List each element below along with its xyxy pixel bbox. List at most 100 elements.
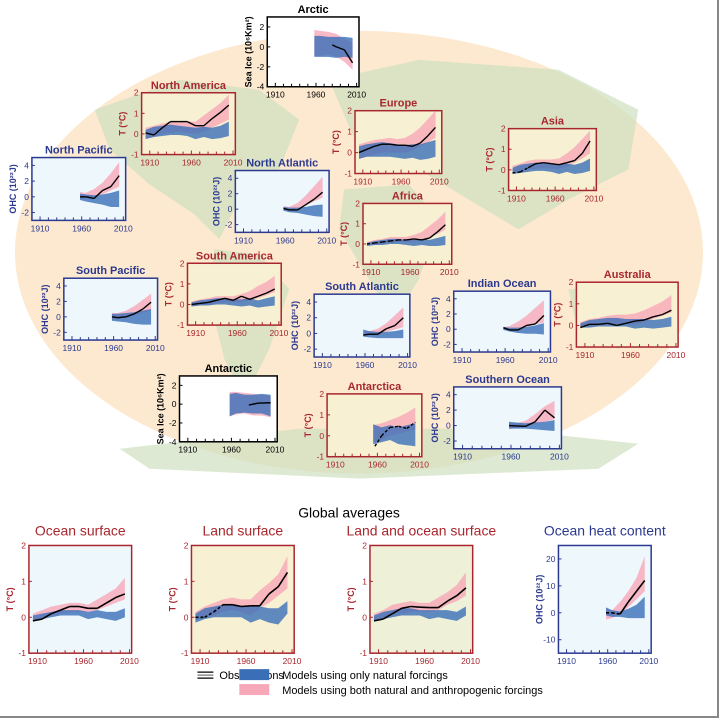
observations-line-segment xyxy=(297,203,307,211)
observations-line-segment xyxy=(382,612,393,620)
panel-australia: 1910 1960 2010 2 1 0 -1 T (°C) Australia xyxy=(552,269,685,360)
y-tick-label: -1 xyxy=(317,452,325,462)
observations-line-segment xyxy=(336,46,345,51)
y-tick-label: 0 xyxy=(306,328,311,338)
y-tick-label: -4 xyxy=(169,437,177,447)
y-tick-label: 0 xyxy=(134,129,139,139)
observations-line-segment xyxy=(283,207,290,211)
x-tick-label: 1910 xyxy=(453,452,472,462)
panel-south-america: 1910 1960 2010 2 1 0 -1 T (°C) South America xyxy=(164,250,289,338)
observations-line-segment xyxy=(363,333,370,336)
y-tick-label: 2 xyxy=(184,540,189,550)
y-axis-label: OHC (10²²J) xyxy=(40,284,50,333)
observations-line-segment xyxy=(519,167,529,173)
x-tick-label: 2010 xyxy=(347,90,366,100)
observations-line-segment xyxy=(437,600,448,609)
observations-line-segment xyxy=(551,162,560,166)
observations-line-segment xyxy=(224,297,234,302)
observations-line-segment xyxy=(60,605,70,611)
x-tick-label: 2010 xyxy=(269,328,288,338)
y-axis-label: T (°C) xyxy=(339,222,349,246)
panel-antarctica: 1910 1960 2010 2 1 0 -1 T (°C) Antarctica xyxy=(303,381,429,470)
x-tick-label: 2010 xyxy=(430,176,449,186)
observations-line-segment xyxy=(512,171,521,174)
x-tick-label: 2010 xyxy=(539,355,558,365)
plot-frame xyxy=(326,393,423,458)
x-tick-label: 1960 xyxy=(72,223,91,233)
x-tick-label: 2010 xyxy=(410,460,429,470)
panel-title: Ocean heat content xyxy=(544,523,666,539)
y-tick-label: 2 xyxy=(355,198,360,208)
observations-line-segment xyxy=(389,425,399,429)
both-forcings-band xyxy=(366,211,446,247)
both-forcings-band xyxy=(503,300,544,330)
y-tick-label: -2 xyxy=(169,418,177,428)
plot-frame xyxy=(186,262,282,326)
observations-line-segment xyxy=(394,317,404,327)
both-forcings-band xyxy=(373,572,466,621)
natural-forcings-band xyxy=(509,420,555,431)
both-forcings-band xyxy=(195,556,288,621)
y-axis-label: Sea Ice (10⁶Km²) xyxy=(243,16,253,87)
observations-line-segment xyxy=(241,295,250,300)
y-tick-label: -1 xyxy=(18,648,26,658)
legend-both-swatch xyxy=(239,684,270,696)
panel-africa: 1910 1960 2010 2 1 0 -1 T (°C) Africa xyxy=(339,190,459,277)
observations-line-segment xyxy=(153,127,163,136)
plot-frame xyxy=(362,202,453,266)
x-tick-label: 1910 xyxy=(453,355,472,365)
y-tick-label: -2 xyxy=(225,220,233,230)
observations-line-segment xyxy=(419,135,429,144)
y-tick-label: 4 xyxy=(56,281,61,291)
observations-line-segment xyxy=(437,224,446,233)
panel-land-ocean-surface: 1910 1960 2010 2 1 0 -1 T (°C) Land and ocean su… xyxy=(346,523,496,667)
plot-frame xyxy=(234,169,330,234)
y-tick-label: 2 xyxy=(228,189,233,199)
observations-line-segment xyxy=(216,297,225,302)
panel-north-america: 1910 1960 2010 2 1 0 -1 T (°C) North America xyxy=(118,80,243,168)
observations-line-segment xyxy=(199,301,209,305)
plot-frame xyxy=(507,127,598,192)
y-tick-label: -1 xyxy=(498,185,506,195)
observations-line-segment xyxy=(525,421,536,427)
observations-line-segment xyxy=(616,322,627,327)
y-axis-label: OHC (10²²J) xyxy=(211,177,221,226)
observations-legend-symbol xyxy=(197,671,214,679)
observations-line-segment xyxy=(249,295,259,300)
observations-line-segment xyxy=(581,140,591,154)
observations-line-segment xyxy=(566,159,575,164)
observations-line-segment xyxy=(574,152,583,162)
observations-line-segment xyxy=(111,316,118,319)
observations-line-segment xyxy=(85,196,95,200)
y-axis-label: OHC (10²²J) xyxy=(290,301,300,350)
y-tick-label: 1 xyxy=(362,576,367,586)
observations-line-segment xyxy=(456,587,467,597)
x-tick-label: 2010 xyxy=(266,445,285,455)
natural-forcings-band xyxy=(191,296,275,308)
panel-title: Antarctic xyxy=(205,363,252,375)
both-forcings-band xyxy=(191,275,275,307)
y-tick-label: 4 xyxy=(306,297,311,307)
observations-line-segment xyxy=(358,148,367,154)
x-tick-label: 1910 xyxy=(191,656,210,666)
x-tick-label: 1960 xyxy=(621,350,640,360)
observations-line-segment xyxy=(390,239,399,242)
observations-line-segment xyxy=(41,612,52,620)
x-tick-label: 1910 xyxy=(369,656,388,666)
observations-line-segment xyxy=(382,240,391,243)
y-tick-label: 2 xyxy=(362,540,367,550)
observations-line-segment xyxy=(527,163,537,169)
both-forcings-band xyxy=(80,162,120,200)
legend: Observations Models using only natural f… xyxy=(197,669,543,697)
observations-line-segment xyxy=(611,612,621,615)
natural-forcings-band xyxy=(366,235,446,247)
observations-line-segment xyxy=(535,161,544,165)
y-axis-label: T (°C) xyxy=(5,587,15,611)
observations-line-segment xyxy=(373,618,384,622)
observations-line-segment xyxy=(406,238,415,241)
x-tick-label: 2010 xyxy=(114,223,133,233)
observations-line-segment xyxy=(186,120,196,127)
panel-title: North Atlantic xyxy=(246,158,318,170)
